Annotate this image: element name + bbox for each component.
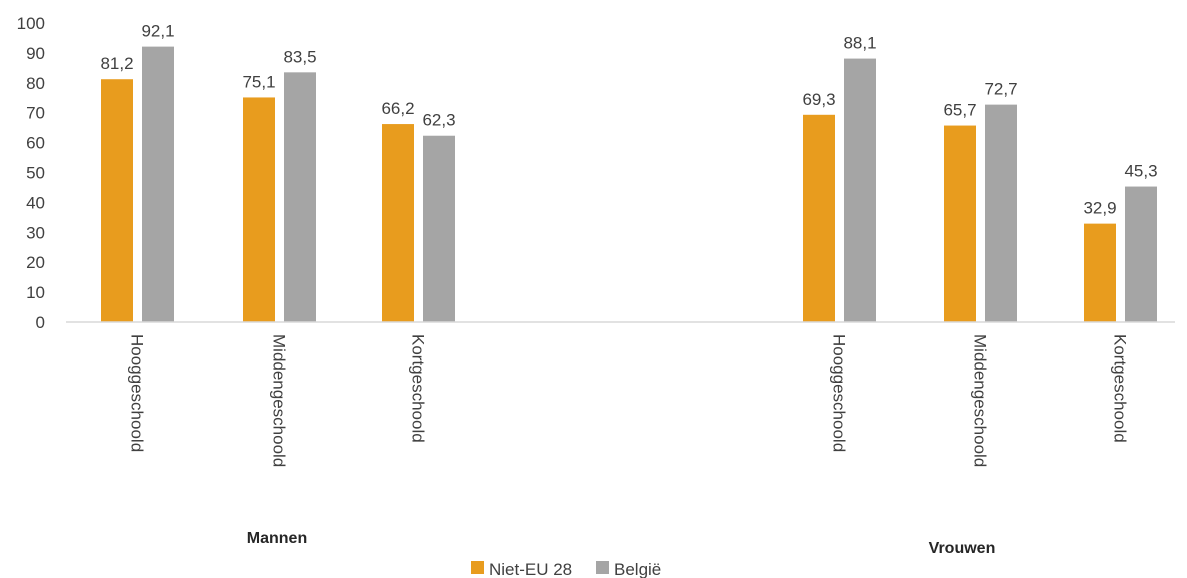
y-tick-label: 40 — [26, 193, 45, 212]
group-label-vrouwen: Vrouwen — [929, 540, 996, 557]
legend-label-niet-eu-28: Niet-EU 28 — [489, 560, 572, 578]
y-tick-label: 90 — [26, 44, 45, 63]
data-label-niet-eu-28: 81,2 — [100, 54, 133, 73]
data-label-belgie: 88,1 — [843, 34, 876, 53]
bar-niet-eu-28 — [243, 97, 275, 323]
bar-niet-eu-28 — [944, 125, 976, 322]
legend-label-belgie: België — [614, 560, 661, 578]
y-tick-label: 50 — [26, 164, 45, 183]
category-label: Kortgeschoold — [409, 334, 428, 443]
y-axis-ticks: 0 10 20 30 40 50 60 70 80 90 100 — [17, 14, 45, 332]
y-tick-label: 0 — [36, 313, 45, 332]
data-label-niet-eu-28: 69,3 — [802, 90, 835, 109]
y-tick-label: 10 — [26, 283, 45, 302]
y-tick-label: 30 — [26, 223, 45, 242]
data-label-belgie: 83,5 — [283, 47, 316, 66]
legend-swatch-belgie — [596, 561, 609, 574]
bar-belgie — [1125, 186, 1157, 322]
data-label-belgie: 92,1 — [141, 22, 174, 41]
y-tick-label: 100 — [17, 14, 45, 33]
bar-niet-eu-28 — [1084, 223, 1116, 322]
bar-belgie — [142, 46, 174, 322]
category-label: Middengeschoold — [971, 334, 990, 467]
legend: Niet-EU 28 België — [471, 560, 661, 578]
bars — [101, 46, 1157, 323]
y-tick-label: 80 — [26, 74, 45, 93]
data-label-niet-eu-28: 75,1 — [242, 72, 275, 91]
data-label-belgie: 45,3 — [1124, 162, 1157, 181]
data-label-niet-eu-28: 32,9 — [1083, 199, 1116, 218]
data-labels: 81,2 75,1 66,2 69,3 65,7 32,9 92,1 83,5 62,3 88,1… — [100, 22, 1157, 218]
bar-belgie — [284, 72, 316, 323]
bar-belgie — [985, 104, 1017, 322]
bar-niet-eu-28 — [803, 114, 835, 322]
bar-belgie — [423, 135, 455, 322]
category-label: Hooggeschoold — [128, 334, 147, 452]
category-labels: Hooggeschoold Middengeschoold Kortgeschool… — [128, 334, 1130, 467]
group-label-mannen: Mannen — [247, 530, 307, 547]
data-label-belgie: 72,7 — [984, 80, 1017, 99]
data-label-niet-eu-28: 66,2 — [381, 99, 414, 118]
bar-niet-eu-28 — [101, 79, 133, 322]
data-label-belgie: 62,3 — [422, 111, 455, 130]
category-label: Middengeschoold — [270, 334, 289, 467]
y-tick-label: 60 — [26, 134, 45, 153]
category-label: Hooggeschoold — [830, 334, 849, 452]
bar-niet-eu-28 — [382, 124, 414, 322]
y-tick-label: 70 — [26, 104, 45, 123]
legend-swatch-niet-eu-28 — [471, 561, 484, 574]
bar-belgie — [844, 58, 876, 323]
data-label-niet-eu-28: 65,7 — [943, 101, 976, 120]
category-label: Kortgeschoold — [1111, 334, 1130, 443]
y-tick-label: 20 — [26, 253, 45, 272]
